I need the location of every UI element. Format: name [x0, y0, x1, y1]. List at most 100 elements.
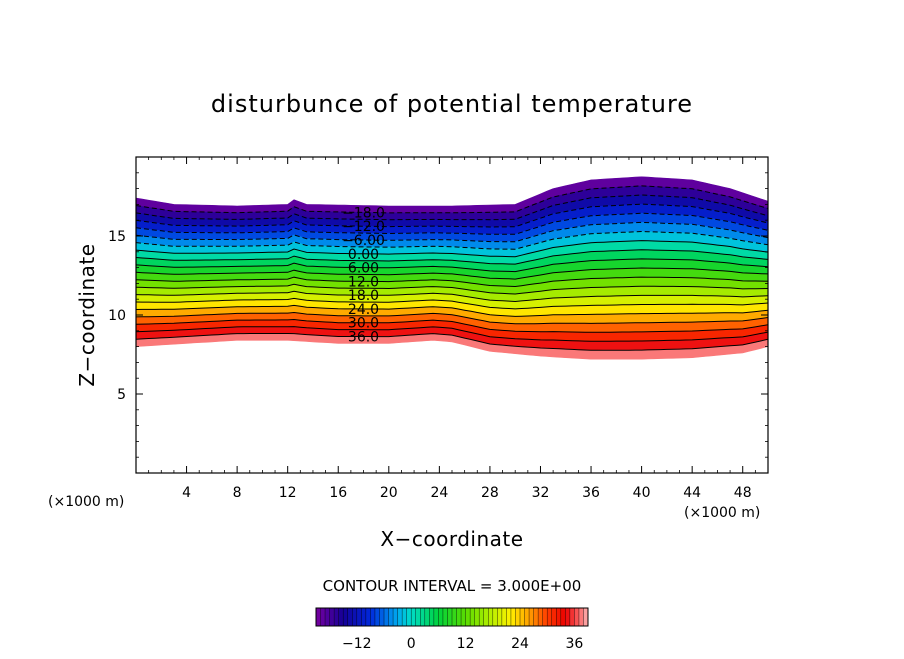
colorbar-cell: [402, 608, 407, 626]
colorbar-tick-label: −12: [342, 636, 372, 652]
colorbar-cell: [424, 608, 430, 626]
colorbar-cell: [479, 608, 485, 626]
colorbar-cell: [447, 608, 453, 626]
contour-line: [136, 249, 768, 265]
contour-line: [136, 258, 768, 273]
colorbar-cell: [529, 608, 534, 626]
z-unit-label: (×1000 m): [48, 494, 124, 510]
colorbar-tick-label: 12: [457, 636, 475, 652]
contour-label: 6.00: [348, 261, 379, 277]
colorbar-cell: [352, 608, 358, 626]
colorbar-cell: [497, 608, 503, 626]
contour-label: 18.0: [348, 288, 379, 304]
colorbar-cell: [442, 608, 448, 626]
contour-label: −6.00: [342, 233, 385, 249]
colorbar-cell: [420, 608, 426, 626]
colorbar-cell: [506, 608, 512, 626]
contour-label: 12.0: [348, 274, 379, 290]
colorbar-cell: [438, 608, 444, 626]
colorbar-cell: [569, 608, 575, 626]
contour-interval-label: CONTOUR INTERVAL = 3.000E+00: [323, 577, 582, 595]
x-tick-label: 16: [329, 485, 347, 501]
x-tick-label: 4: [182, 485, 191, 501]
contour-label: 24.0: [348, 302, 379, 318]
colorbar-cell: [501, 608, 507, 626]
y-tick-label: 5: [117, 387, 126, 403]
colorbar-cell: [461, 608, 466, 626]
colorbar-cell: [520, 608, 525, 626]
x-tick-label: 8: [233, 485, 242, 501]
colorbar-cell: [329, 608, 335, 626]
x-tick-label: 24: [430, 485, 448, 501]
x-tick-label: 44: [683, 485, 701, 501]
colorbar-cell: [533, 608, 539, 626]
x-tick-label: 28: [481, 485, 499, 501]
colorbar-cell: [515, 608, 521, 626]
x-tick-label: 40: [633, 485, 651, 501]
colorbar-cell: [583, 608, 589, 626]
colorbar-cell: [347, 608, 353, 626]
colorbar: −12 0 12 24 36: [315, 607, 589, 652]
x-tick-label: 36: [582, 485, 600, 501]
x-unit-label: (×1000 m): [684, 505, 760, 521]
colorbar-cell: [325, 608, 330, 626]
colorbar-cell: [334, 608, 339, 626]
contour-label: 36.0: [348, 330, 379, 346]
colorbar-cell: [538, 608, 543, 626]
colorbar-cell: [542, 608, 548, 626]
x-tick-label: 32: [532, 485, 550, 501]
contour-line: [136, 185, 768, 214]
colorbar-cell: [488, 608, 494, 626]
contour-line: [136, 194, 768, 221]
colorbar-cell: [338, 608, 344, 626]
x-tick-label: 12: [279, 485, 297, 501]
colorbar-cell: [356, 608, 362, 626]
colorbar-cell: [452, 608, 457, 626]
colorbar-cell: [556, 608, 562, 626]
colorbar-cell: [470, 608, 475, 626]
colorbar-cell: [397, 608, 403, 626]
contour-line: [136, 230, 768, 250]
colorbar-cell: [406, 608, 412, 626]
contour-line: [136, 276, 768, 288]
contour-line: [136, 297, 768, 310]
y-axis-label: Z−coordinate: [75, 243, 99, 386]
colorbar-cell: [361, 608, 367, 626]
colorbar-cell: [551, 608, 557, 626]
x-tick-label: 48: [734, 485, 752, 501]
colorbar-cell: [565, 608, 571, 626]
y-tick-label: 10: [108, 308, 126, 324]
contour-line: [136, 221, 768, 243]
contour-line: [136, 326, 768, 342]
colorbar-cell: [379, 608, 385, 626]
colorbar-cell: [316, 608, 321, 626]
colorbar-cell: [393, 608, 398, 626]
colorbar-cell: [456, 608, 462, 626]
colorbar-cell: [510, 608, 516, 626]
colorbar-cell: [429, 608, 435, 626]
colorbar-cell: [320, 608, 326, 626]
contour-label: −18.0: [342, 205, 385, 221]
colorbar-cell: [483, 608, 489, 626]
contour-line: [136, 203, 768, 228]
y-tick-label: 15: [108, 229, 126, 245]
colorbar-cell: [415, 608, 421, 626]
contour-label: 0.00: [348, 247, 379, 263]
colorbar-frame: [315, 607, 589, 627]
colorbar-cell: [574, 608, 580, 626]
colorbar-cell: [547, 608, 553, 626]
colorbar-tick-label: 0: [407, 636, 416, 652]
contour-line: [136, 212, 768, 235]
chart-title: disturbunce of potential temperature: [211, 90, 693, 118]
colorbar-cell: [524, 608, 530, 626]
contour-label: 30.0: [348, 316, 379, 332]
contour-line: [136, 304, 768, 317]
colorbar-cell: [492, 608, 498, 626]
contour-labels: −18.0−12.0−6.000.006.0012.018.024.030.03…: [342, 205, 385, 345]
colorbar-cell: [560, 608, 566, 626]
colorbar-cell: [365, 608, 371, 626]
colorbar-cell: [465, 608, 471, 626]
colorbar-cell: [578, 608, 584, 626]
